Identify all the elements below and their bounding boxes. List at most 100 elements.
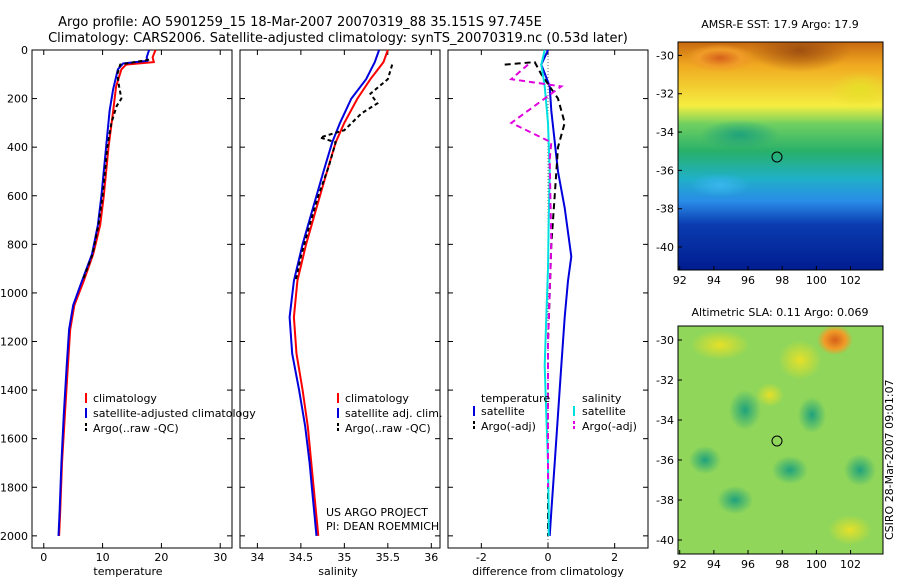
sla-map-frame bbox=[677, 325, 884, 555]
series-line-satellite-adjusted-climatology bbox=[57, 49, 151, 536]
sla-green-patch bbox=[798, 397, 826, 433]
temperature-legend: climatology satellite-adjusted climatolo… bbox=[85, 392, 256, 435]
legend-label-satellite: satellite-adjusted climatology bbox=[93, 407, 256, 420]
sla-green-patch bbox=[772, 456, 808, 484]
x-tick-label: -2 bbox=[476, 551, 487, 564]
x-tick-label: 0 bbox=[545, 551, 552, 564]
sst-yellow-east bbox=[830, 72, 883, 108]
x-tick-label: 34 bbox=[250, 551, 264, 564]
sst-axes: 92 94 96 98 100 102 -30 -32 -34 -36 -38 -40 bbox=[656, 49, 861, 287]
legend-label-sal-satellite: satellite bbox=[582, 405, 626, 418]
y-tick-label: 1800 bbox=[0, 481, 28, 494]
difference-xlabel: difference from climatology bbox=[472, 565, 624, 578]
y-tick-label: 800 bbox=[7, 238, 28, 251]
sla-axes: 92 94 96 98 100 102 -30 -32 -34 -36 -38 -40 bbox=[656, 334, 861, 571]
sla-yellow-patch bbox=[756, 383, 784, 407]
series-line-argo-raw-qc- bbox=[294, 64, 394, 282]
y-tick-label: -30 bbox=[656, 334, 674, 347]
sla-map-title: Altimetric SLA: 0.11 Argo: 0.069 bbox=[691, 306, 868, 319]
y-tick-label: -38 bbox=[656, 494, 674, 507]
difference-plot: -2 0 2 bbox=[448, 49, 648, 564]
sst-warm-west bbox=[685, 44, 755, 72]
x-tick-label: 102 bbox=[840, 274, 861, 287]
legend-label-sal-argo: Argo(-adj) bbox=[582, 420, 637, 433]
series-line-climatology bbox=[292, 49, 389, 536]
temperature-xlabel: temperature bbox=[93, 565, 162, 578]
y-tick-label: 200 bbox=[7, 93, 28, 106]
x-tick-label: 94 bbox=[707, 558, 721, 571]
sst-warm-core bbox=[750, 42, 850, 72]
sla-yellow-patch bbox=[690, 330, 750, 360]
legend-label-climatology: climatology bbox=[345, 392, 409, 405]
timestamp-text: CSIRO 28-Mar-2007 09:01:07 bbox=[883, 379, 896, 540]
x-tick-label: 100 bbox=[806, 274, 827, 287]
y-tick-label: 1000 bbox=[0, 287, 28, 300]
sla-yellow-patch bbox=[778, 340, 822, 380]
x-tick-label: 20 bbox=[154, 551, 168, 564]
credit-text: US ARGO PROJECT bbox=[326, 506, 428, 519]
salinity-xlabel: salinity bbox=[318, 565, 358, 578]
sla-yellow-patch bbox=[828, 515, 872, 545]
y-tick-label: -32 bbox=[656, 374, 674, 387]
y-tick-label: 0 bbox=[21, 44, 28, 57]
legend-label-argo: Argo(..raw -QC) bbox=[345, 422, 431, 435]
x-tick-label: 30 bbox=[213, 551, 227, 564]
x-tick-label: 94 bbox=[707, 274, 721, 287]
sst-cyan-patch bbox=[690, 173, 750, 197]
sla-orange-patch bbox=[817, 326, 853, 355]
series-line-satellite-adj-clim- bbox=[288, 49, 381, 536]
temperature-panel bbox=[31, 49, 233, 549]
x-tick-label: 34.5 bbox=[289, 551, 314, 564]
salinity-plot: 34 34.5 35 35.5 36 bbox=[240, 49, 440, 564]
legend-label-satellite: satellite adj. clim. bbox=[345, 407, 442, 420]
sla-green-patch bbox=[689, 446, 721, 474]
x-tick-label: 92 bbox=[673, 558, 687, 571]
sst-map-frame bbox=[677, 41, 884, 271]
sla-map bbox=[678, 326, 883, 554]
sla-green-patch bbox=[717, 486, 753, 514]
y-tick-label: 1400 bbox=[0, 384, 28, 397]
y-tick-label: -34 bbox=[656, 414, 674, 427]
sla-green-patch bbox=[729, 390, 761, 430]
y-tick-label: -32 bbox=[656, 88, 674, 101]
series-line-temperature-satellite bbox=[540, 49, 573, 536]
y-tick-label: 1600 bbox=[0, 433, 28, 446]
y-tick-label: 400 bbox=[7, 141, 28, 154]
x-tick-label: 0 bbox=[40, 551, 47, 564]
sla-green-patch bbox=[844, 454, 876, 486]
temperature-plot: 0 10 20 30 0 200 400 600 800 1000 1200 1400 1600 1800… bbox=[0, 44, 232, 564]
y-tick-label: -40 bbox=[656, 534, 674, 547]
series-line-salinity-argo-adj- bbox=[509, 63, 564, 488]
y-tick-label: 2000 bbox=[0, 530, 28, 543]
legend-heading-temperature: temperature bbox=[481, 392, 550, 405]
y-tick-label: -36 bbox=[656, 454, 674, 467]
series-line-salinity-satellite bbox=[540, 49, 551, 536]
y-tick-label: -40 bbox=[656, 241, 674, 254]
y-tick-label: 1200 bbox=[0, 336, 28, 349]
legend-label-argo: Argo(..raw -QC) bbox=[93, 422, 179, 435]
figure-title-line2: Climatology: CARS2006. Satellite-adjuste… bbox=[48, 31, 628, 46]
difference-legend: temperature satellite Argo(-adj) salinit… bbox=[473, 392, 637, 433]
y-tick-label: -34 bbox=[656, 126, 674, 139]
x-tick-label: 36 bbox=[424, 551, 438, 564]
sst-map-title: AMSR-E SST: 17.9 Argo: 17.9 bbox=[701, 18, 859, 31]
legend-label-temp-argo: Argo(-adj) bbox=[481, 420, 536, 433]
x-tick-label: 102 bbox=[840, 558, 861, 571]
x-tick-label: 92 bbox=[673, 274, 687, 287]
x-tick-label: 10 bbox=[96, 551, 110, 564]
y-tick-label: 600 bbox=[7, 190, 28, 203]
pi-text: PI: DEAN ROEMMICH bbox=[326, 520, 439, 533]
y-tick-label: -36 bbox=[656, 164, 674, 177]
x-tick-label: 96 bbox=[741, 558, 755, 571]
x-tick-label: 100 bbox=[806, 558, 827, 571]
x-tick-label: 96 bbox=[741, 274, 755, 287]
x-tick-label: 98 bbox=[775, 274, 789, 287]
series-line-argo-raw-qc- bbox=[81, 58, 150, 282]
legend-label-climatology: climatology bbox=[93, 392, 157, 405]
sst-map bbox=[678, 42, 883, 270]
salinity-legend: climatology satellite adj. clim. Argo(..… bbox=[337, 392, 442, 435]
sla-argo-marker bbox=[771, 435, 783, 447]
y-tick-label: -38 bbox=[656, 203, 674, 216]
x-tick-label: 35 bbox=[337, 551, 351, 564]
